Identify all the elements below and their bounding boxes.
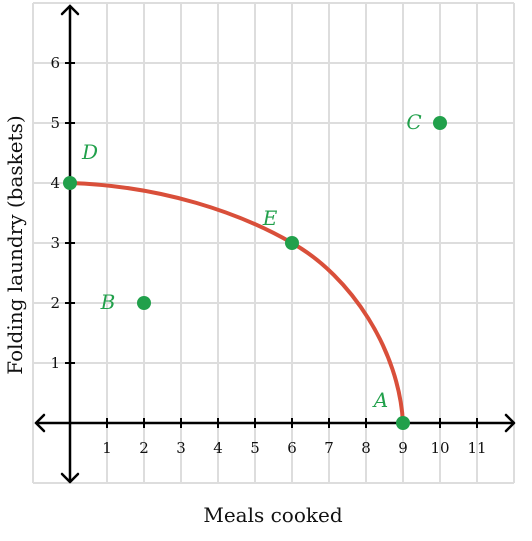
point-label-d: D [81,140,98,164]
point-b [137,296,151,310]
point-a [396,416,410,430]
x-tick-label: 8 [361,439,371,457]
y-tick-label: 5 [50,114,60,132]
x-tick-label: 3 [176,439,186,457]
x-tick-label: 2 [139,439,149,457]
x-tick-label: 6 [287,439,297,457]
point-d [63,176,77,190]
y-tick-label: 3 [50,234,60,252]
x-axis-title: Meals cooked [203,503,342,527]
x-tick-label: 11 [467,439,486,457]
point-label-c: C [406,110,421,134]
x-tick-label: 5 [250,439,260,457]
x-tick-label: 10 [430,439,449,457]
y-tick-label: 4 [50,174,60,192]
y-tick-label: 2 [50,294,60,312]
x-tick-label: 4 [213,439,223,457]
point-label-a: A [372,388,388,412]
y-axis-title: Folding laundry (baskets) [3,115,27,374]
point-e [285,236,299,250]
x-tick-label: 7 [324,439,334,457]
y-tick-label: 6 [50,54,60,72]
y-tick-label: 1 [50,354,60,372]
x-tick-label: 1 [102,439,112,457]
point-label-b: B [100,290,116,314]
point-c [433,116,447,130]
grid [33,3,514,483]
x-tick-label: 9 [398,439,408,457]
point-label-e: E [262,206,278,230]
